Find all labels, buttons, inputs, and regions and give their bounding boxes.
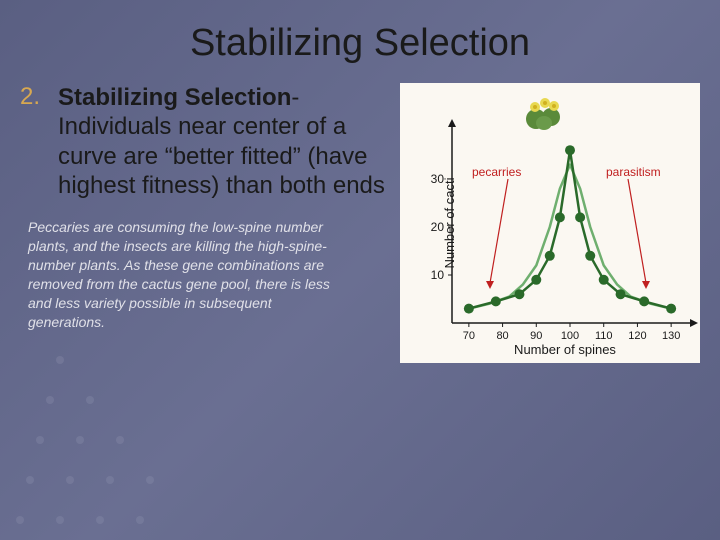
stabilizing-chart: Number of cacti Number of spines pecarri… <box>400 83 700 363</box>
y-axis-label: Number of cacti <box>442 177 457 268</box>
svg-text:90: 90 <box>530 330 542 342</box>
svg-text:100: 100 <box>561 330 579 342</box>
svg-text:70: 70 <box>463 330 475 342</box>
definition-lead: Stabilizing Selection <box>58 84 291 111</box>
definition-text: Stabilizing Selection- Individuals near … <box>58 83 390 200</box>
definition-item: 2. Stabilizing Selection- Individuals ne… <box>20 83 390 200</box>
parasitism-label: parasitism <box>606 165 661 179</box>
page-title: Stabilizing Selection <box>0 0 720 83</box>
svg-text:130: 130 <box>662 330 680 342</box>
svg-text:120: 120 <box>628 330 646 342</box>
x-axis-label: Number of spines <box>514 342 616 357</box>
background-grid <box>0 260 280 540</box>
svg-text:110: 110 <box>595 330 613 342</box>
svg-text:10: 10 <box>431 268 445 282</box>
list-number: 2. <box>20 83 44 200</box>
svg-text:80: 80 <box>496 330 508 342</box>
peccaries-label: pecarries <box>472 165 521 179</box>
cactus-icon <box>521 91 567 136</box>
